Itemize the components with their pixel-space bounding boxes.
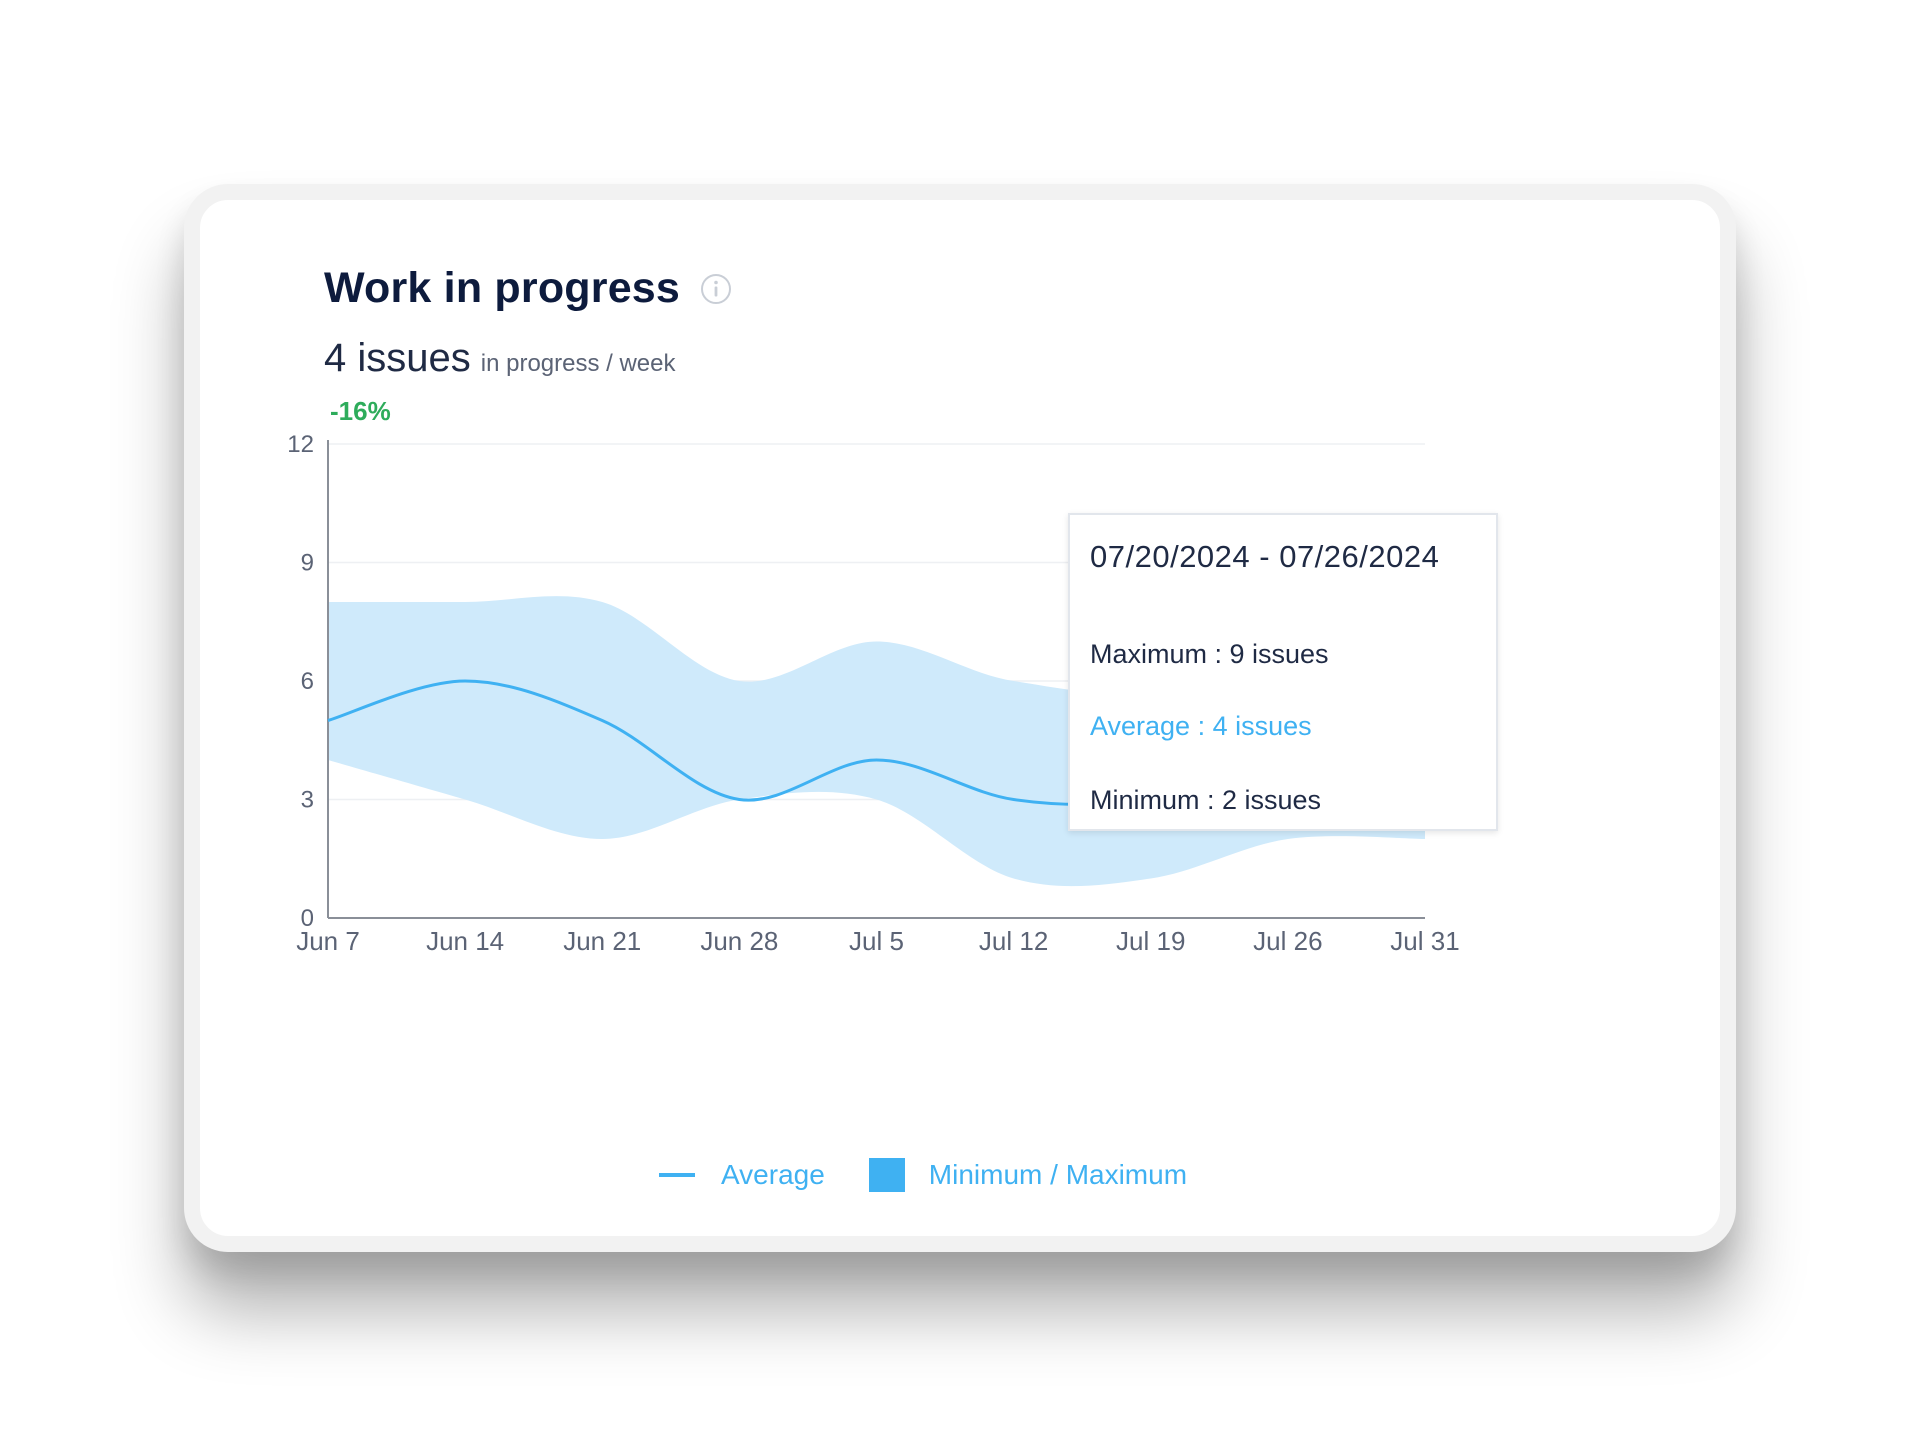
chart-legend: Average Minimum / Maximum <box>659 1158 1187 1192</box>
legend-minmax-swatch[interactable] <box>868 1158 905 1192</box>
x-tick-label: Jul 26 <box>1253 926 1322 956</box>
tooltip-date-range: 07/20/2024 - 07/26/2024 <box>1090 539 1440 574</box>
info-circle-icon[interactable] <box>700 273 732 305</box>
card-header: Work in progress <box>324 264 732 313</box>
x-tick-label: Jul 31 <box>1390 926 1459 956</box>
metric-unit: in progress / week <box>480 350 676 377</box>
x-tick-label: Jul 12 <box>979 926 1048 956</box>
x-tick-label: Jul 19 <box>1116 926 1185 956</box>
y-tick-labels: 0 3 6 9 12 <box>287 431 314 932</box>
x-tick-label: Jun 21 <box>563 926 641 956</box>
tooltip-average: Average : 4 issues <box>1090 711 1312 741</box>
metric-summary: 4 issues in progress / week <box>324 336 676 381</box>
legend-average-swatch[interactable] <box>659 1173 695 1177</box>
x-tick-label: Jun 28 <box>700 926 778 956</box>
y-tick-label: 12 <box>287 431 314 458</box>
chart-tooltip: 07/20/2024 - 07/26/2024 Maximum : 9 issu… <box>1068 513 1498 831</box>
delta-badge: -16% <box>330 396 391 426</box>
tooltip-maximum: Maximum : 9 issues <box>1090 639 1329 669</box>
work-in-progress-card: Work in progress 4 issues in progress / … <box>184 184 1736 1252</box>
y-tick-label: 0 <box>301 905 314 932</box>
x-tick-label: Jun 14 <box>426 926 504 956</box>
metric-value: 4 issues <box>324 336 471 380</box>
card-title: Work in progress <box>324 264 681 312</box>
x-tick-labels: Jun 7 Jun 14 Jun 21 Jun 28 Jul 5 Jul 12 Jul 19… <box>296 926 1460 956</box>
tooltip-minimum: Minimum : 2 issues <box>1090 785 1322 815</box>
chart-axes <box>327 440 1425 919</box>
legend-minmax-label[interactable]: Minimum / Maximum <box>928 1159 1188 1190</box>
x-tick-label: Jun 7 <box>296 926 360 956</box>
y-tick-label: 3 <box>301 787 314 814</box>
y-tick-label: 6 <box>301 668 314 695</box>
y-tick-label: 9 <box>301 550 314 577</box>
legend-average-label[interactable]: Average <box>721 1159 825 1190</box>
x-tick-label: Jul 5 <box>849 926 904 956</box>
